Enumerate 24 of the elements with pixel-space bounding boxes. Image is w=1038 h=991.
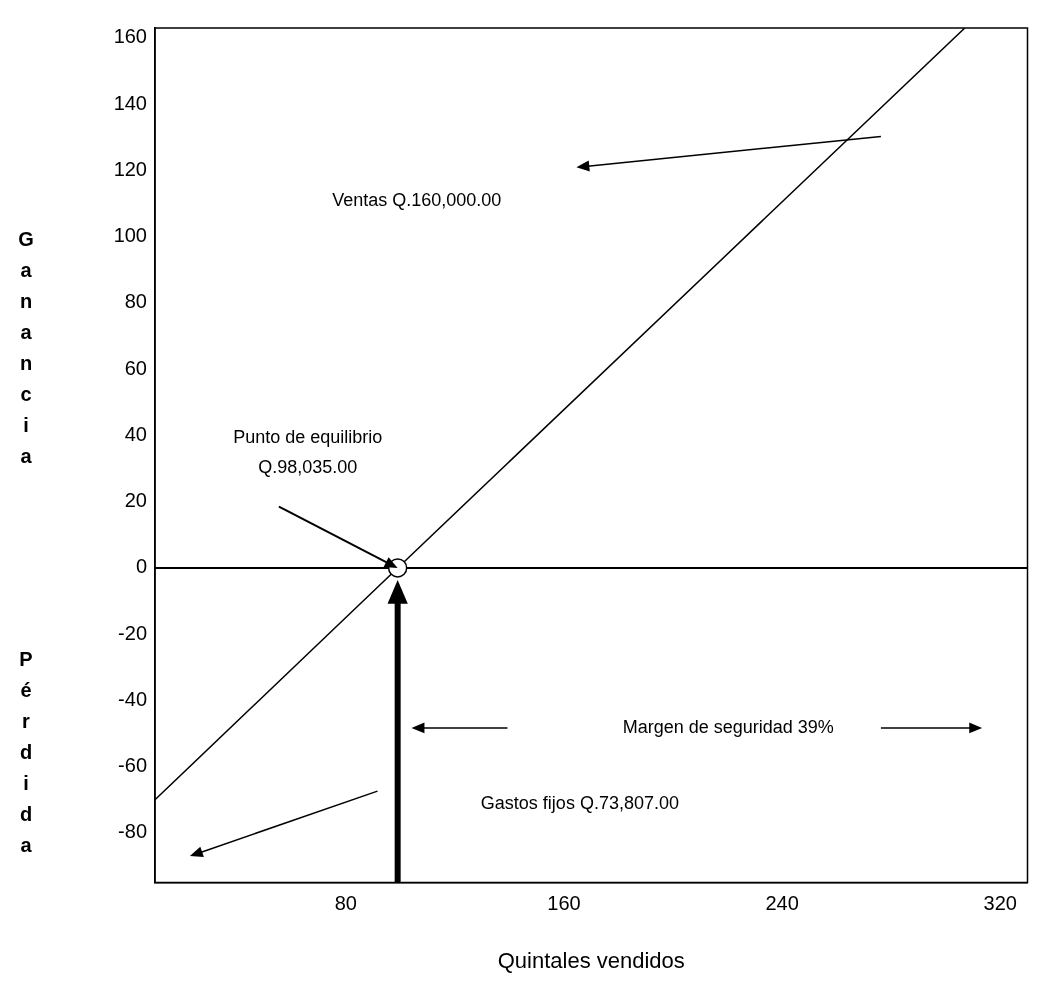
annotation: Ventas Q.160,000.00	[332, 189, 502, 210]
annotation: Punto de equilibrio Q.98,035.00	[233, 427, 383, 478]
y-tick-label: 20	[124, 489, 147, 512]
y-tick-label: 160	[113, 25, 147, 48]
y-tick-label: 120	[113, 157, 147, 180]
y-tick-label: 80	[124, 290, 147, 313]
annotation: Gastos fijos Q.73,807.00	[480, 792, 679, 813]
y-tick-label: 140	[113, 91, 147, 114]
y-tick-label: -20	[118, 621, 147, 644]
y-tick-label: 100	[113, 224, 147, 247]
x-tick-label: 80	[334, 892, 357, 915]
y-tick-label: 40	[124, 422, 147, 445]
y-tick-label: -40	[118, 687, 147, 710]
y-tick-label: -80	[118, 820, 147, 843]
y-tick-label: 0	[135, 555, 147, 578]
y-axis-title: Ganancia	[14, 228, 37, 476]
x-tick-label: 320	[983, 892, 1017, 915]
x-tick-label: 240	[765, 892, 799, 915]
text: Pérdida	[14, 648, 37, 865]
y-tick-label: -60	[118, 754, 147, 777]
x-tick-label: 160	[547, 892, 581, 915]
x-axis-title: Quintales vendidos	[497, 947, 685, 973]
y-tick-label: 60	[124, 356, 147, 379]
annotation: Margen de seguridad 39%	[622, 716, 834, 737]
